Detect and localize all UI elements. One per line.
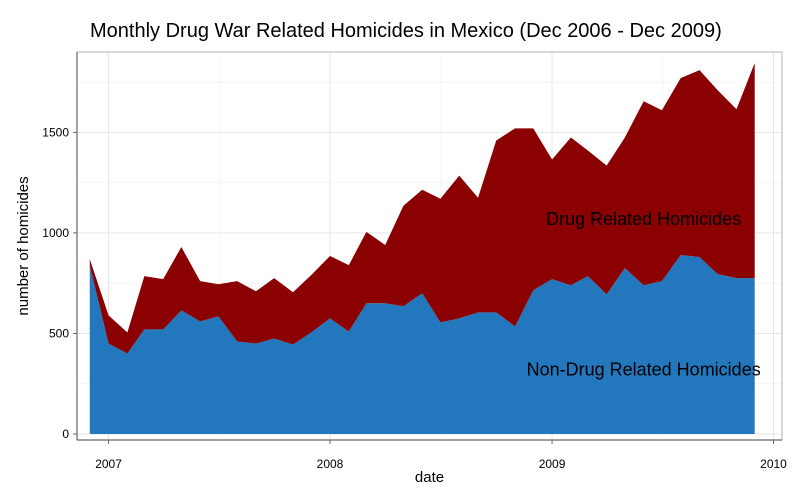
x-tick-label: 2007 (95, 457, 122, 471)
area-series-non-drug-related-homicides (89, 255, 755, 434)
x-tick-label: 2009 (539, 457, 566, 471)
y-tick-label: 0 (62, 427, 69, 441)
y-axis-title: number of homicides (15, 176, 32, 315)
area-series-drug-related-homicides (89, 63, 755, 354)
chart-title: Monthly Drug War Related Homicides in Me… (90, 20, 722, 42)
axis-layer: 0 500 1000 1500 2007 2008 2009 2010 date number o… (15, 51, 787, 486)
annotation-label: Drug Related Homicides (546, 209, 741, 229)
annotation-layer: Drug Related Homicides Non-Drug Related H… (527, 209, 761, 380)
area-layer (89, 63, 755, 434)
x-tick-label: 2008 (317, 457, 344, 471)
y-tick-label: 500 (49, 326, 69, 340)
x-axis-title: date (415, 469, 444, 486)
annotation-label: Non-Drug Related Homicides (527, 360, 761, 380)
y-tick-label: 1500 (42, 125, 69, 139)
y-tick-label: 1000 (42, 226, 69, 240)
x-tick-label: 2010 (760, 457, 787, 471)
